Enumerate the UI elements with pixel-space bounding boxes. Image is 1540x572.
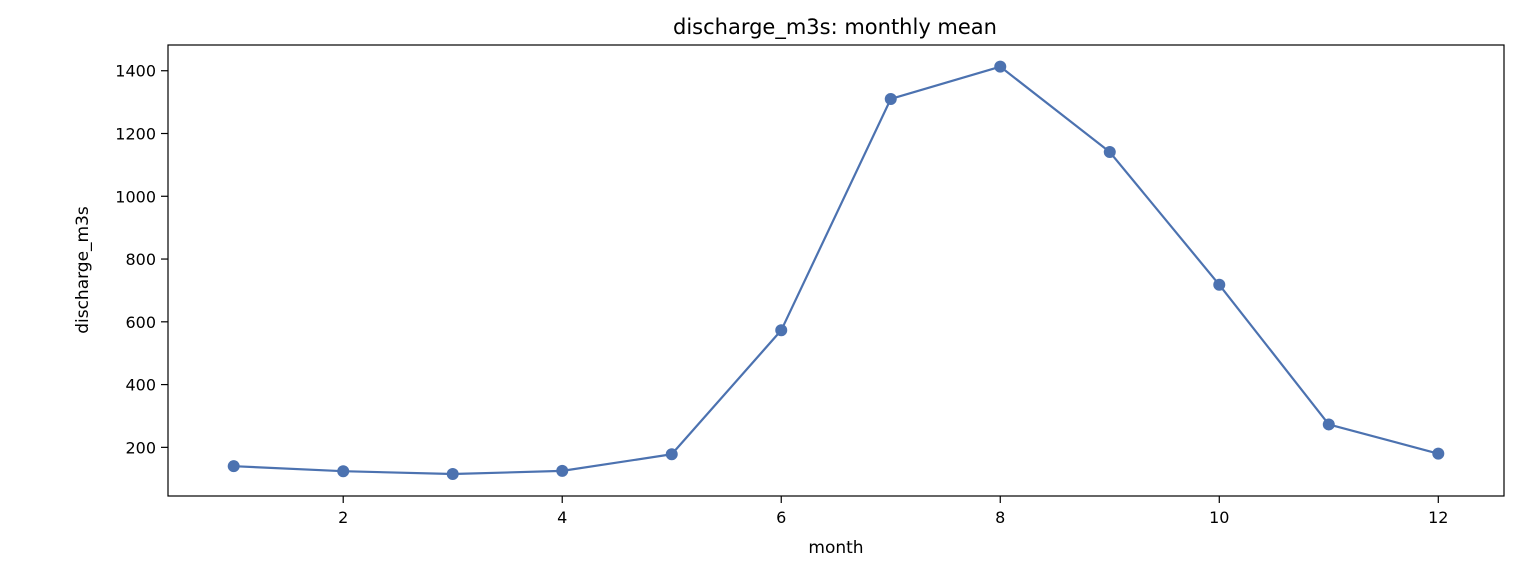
data-point [775, 324, 788, 337]
data-point [446, 468, 459, 481]
data-point [1213, 278, 1226, 291]
series-layer [227, 60, 1445, 481]
data-point [227, 460, 240, 473]
chart-title: discharge_m3s: monthly mean [673, 15, 997, 40]
data-point [994, 60, 1007, 73]
x-tick-label: 4 [557, 508, 567, 527]
y-tick-label: 1200 [115, 125, 156, 144]
y-tick-label: 800 [125, 250, 156, 269]
plot-frame [167, 44, 1505, 497]
series-line [233, 65, 1439, 476]
y-tick-label: 600 [125, 313, 156, 332]
y-tick-label: 400 [125, 376, 156, 395]
x-tick-label: 2 [338, 508, 348, 527]
y-axis-label: discharge_m3s [73, 206, 93, 334]
data-point [1103, 146, 1116, 159]
x-axis: 2 4 6 8 10 12 [338, 496, 1448, 527]
data-point [1432, 447, 1445, 460]
y-tick-label: 1400 [115, 62, 156, 81]
data-point [1322, 418, 1335, 431]
y-tick-label: 1000 [115, 187, 156, 206]
x-tick-label: 10 [1209, 508, 1229, 527]
x-tick-label: 6 [776, 508, 786, 527]
y-axis: 200 400 600 800 1000 1200 1400 [115, 62, 168, 457]
x-tick-label: 12 [1428, 508, 1448, 527]
data-point [884, 92, 897, 105]
data-point [337, 465, 350, 478]
data-point [665, 448, 678, 461]
data-point [556, 464, 569, 477]
plot-area [168, 45, 1504, 496]
x-tick-label: 8 [995, 508, 1005, 527]
y-tick-label: 200 [125, 438, 156, 457]
x-axis-label: month [808, 538, 863, 558]
